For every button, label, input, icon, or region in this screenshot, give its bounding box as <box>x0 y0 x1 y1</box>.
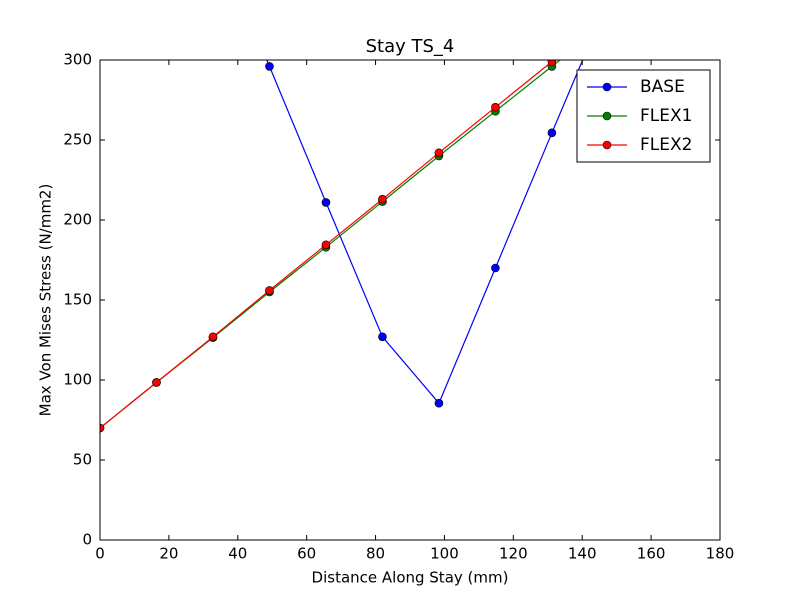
series-line <box>100 60 555 429</box>
data-point <box>434 148 444 158</box>
y-tick-label: 200 <box>63 211 92 229</box>
x-tick-label: 180 <box>706 545 735 563</box>
data-point <box>321 198 331 207</box>
data-point <box>265 62 274 71</box>
data-point <box>491 102 500 112</box>
x-tick-label: 0 <box>95 545 105 563</box>
y-tick-label: 250 <box>63 131 92 149</box>
data-point <box>208 332 218 342</box>
y-tick-label: 0 <box>82 531 92 549</box>
data-point <box>378 194 387 204</box>
legend-marker <box>602 111 612 121</box>
legend-label: FLEX1 <box>640 106 692 126</box>
data-point <box>547 128 557 138</box>
plot-area <box>100 60 584 433</box>
y-tick-label: 150 <box>63 291 92 309</box>
x-tick-label: 60 <box>297 545 316 563</box>
y-tick-label: 50 <box>73 451 92 469</box>
x-axis-label: Distance Along Stay (mm) <box>312 569 509 587</box>
y-tick-label: 300 <box>63 51 92 69</box>
y-axis-label: Max Von Mises Stress (N/mm2) <box>37 184 55 417</box>
data-point <box>491 263 500 273</box>
x-tick-label: 160 <box>637 545 666 563</box>
x-tick-label: 120 <box>499 545 528 563</box>
data-point <box>547 60 557 66</box>
legend-marker <box>602 140 612 150</box>
data-point <box>321 240 331 250</box>
legend-label: FLEX2 <box>640 135 692 155</box>
data-point <box>100 423 105 433</box>
data-point <box>152 378 161 387</box>
chart-title: Stay TS_4 <box>366 36 455 57</box>
x-tick-label: 80 <box>366 545 385 563</box>
legend-marker <box>602 82 612 92</box>
data-point <box>434 398 444 408</box>
data-point <box>378 332 387 342</box>
x-tick-label: 40 <box>228 545 247 563</box>
series-line <box>266 60 584 405</box>
y-tick-label: 100 <box>63 371 92 389</box>
legend-label: BASE <box>640 77 685 97</box>
x-tick-label: 140 <box>568 545 597 563</box>
data-point <box>265 286 274 295</box>
x-tick-label: 100 <box>430 545 459 563</box>
x-tick-label: 20 <box>159 545 178 563</box>
